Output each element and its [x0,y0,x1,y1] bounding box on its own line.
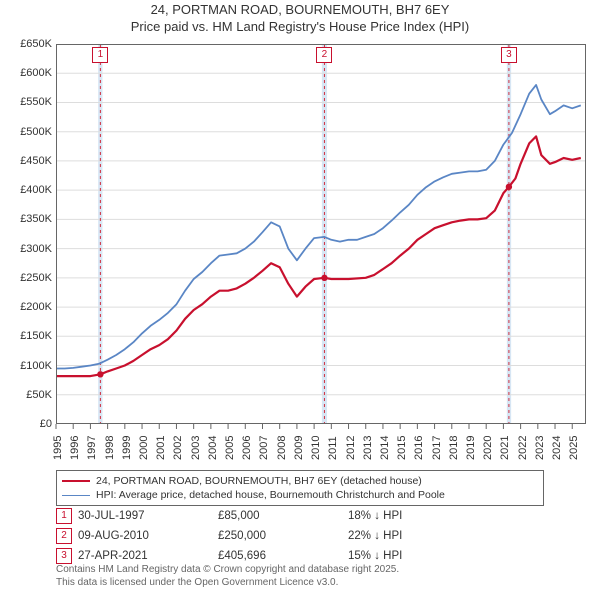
x-tick-label: 2009 [293,436,305,460]
legend-swatch [62,480,90,482]
y-tick-label: £50K [4,389,52,401]
x-tick-label: 1998 [104,436,116,460]
x-tick-label: 2022 [517,436,529,460]
x-tick-label: 2025 [568,436,580,460]
footer-line-2: This data is licensed under the Open Gov… [56,577,399,590]
y-tick-label: £550K [4,96,52,108]
event-marker-3: 3 [501,47,517,63]
x-tick-label: 2003 [190,436,202,460]
y-tick-label: £100K [4,360,52,372]
x-tick-label: 1997 [86,436,98,460]
legend-label: 24, PORTMAN ROAD, BOURNEMOUTH, BH7 6EY (… [96,475,422,487]
chart-area: £0£50K£100K£150K£200K£250K£300K£350K£400… [56,44,586,424]
x-tick-label: 2004 [207,436,219,460]
x-tick-label: 2001 [155,436,167,460]
y-tick-label: £400K [4,184,52,196]
event-delta: 15% ↓ HPI [348,550,488,562]
event-date: 09-AUG-2010 [78,530,218,542]
title-line-2: Price paid vs. HM Land Registry's House … [0,19,600,34]
x-tick-label: 2018 [448,436,460,460]
event-delta: 18% ↓ HPI [348,510,488,522]
legend: 24, PORTMAN ROAD, BOURNEMOUTH, BH7 6EY (… [56,470,544,506]
x-tick-label: 2023 [534,436,546,460]
footer-line-1: Contains HM Land Registry data © Crown c… [56,564,399,577]
x-tick-label: 2002 [172,436,184,460]
x-tick-label: 2011 [327,436,339,460]
x-tick-label: 1996 [69,436,81,460]
plot-border [56,44,586,424]
event-price: £405,696 [218,550,348,562]
x-tick-label: 2016 [413,436,425,460]
y-tick-label: £300K [4,243,52,255]
y-tick-label: £500K [4,126,52,138]
event-row-marker: 3 [56,548,72,564]
y-tick-label: £450K [4,155,52,167]
y-tick-label: £0 [4,418,52,430]
event-price: £250,000 [218,530,348,542]
y-tick-label: £250K [4,272,52,284]
x-tick-label: 2021 [499,436,511,460]
event-delta: 22% ↓ HPI [348,530,488,542]
footer: Contains HM Land Registry data © Crown c… [56,564,399,589]
event-row-marker: 2 [56,528,72,544]
event-date: 27-APR-2021 [78,550,218,562]
event-price: £85,000 [218,510,348,522]
x-tick-label: 2000 [138,436,150,460]
x-tick-label: 2006 [241,436,253,460]
title-line-1: 24, PORTMAN ROAD, BOURNEMOUTH, BH7 6EY [0,2,600,17]
x-tick-label: 2015 [396,436,408,460]
x-tick-label: 2017 [431,436,443,460]
x-tick-label: 2007 [258,436,270,460]
y-tick-label: £150K [4,330,52,342]
x-tick-label: 2010 [310,436,322,460]
legend-item: 24, PORTMAN ROAD, BOURNEMOUTH, BH7 6EY (… [62,474,538,488]
event-row-marker: 1 [56,508,72,524]
x-tick-label: 2008 [276,436,288,460]
x-tick-label: 2005 [224,436,236,460]
y-tick-label: £200K [4,301,52,313]
event-date: 30-JUL-1997 [78,510,218,522]
legend-item: HPI: Average price, detached house, Bour… [62,488,538,502]
event-marker-2: 2 [316,47,332,63]
x-tick-label: 2012 [345,436,357,460]
y-tick-label: £600K [4,67,52,79]
y-tick-label: £350K [4,213,52,225]
x-tick-label: 2019 [465,436,477,460]
legend-label: HPI: Average price, detached house, Bour… [96,489,445,501]
legend-swatch [62,495,90,496]
event-marker-1: 1 [92,47,108,63]
x-tick-label: 1995 [52,436,64,460]
x-tick-label: 2020 [482,436,494,460]
x-tick-label: 2024 [551,436,563,460]
x-tick-label: 2014 [379,436,391,460]
x-tick-label: 2013 [362,436,374,460]
chart-titles: 24, PORTMAN ROAD, BOURNEMOUTH, BH7 6EY P… [0,0,600,34]
x-tick-label: 1999 [121,436,133,460]
events-table: 1 30-JUL-1997£85,00018% ↓ HPI 2 09-AUG-2010… [56,508,488,564]
y-tick-label: £650K [4,38,52,50]
